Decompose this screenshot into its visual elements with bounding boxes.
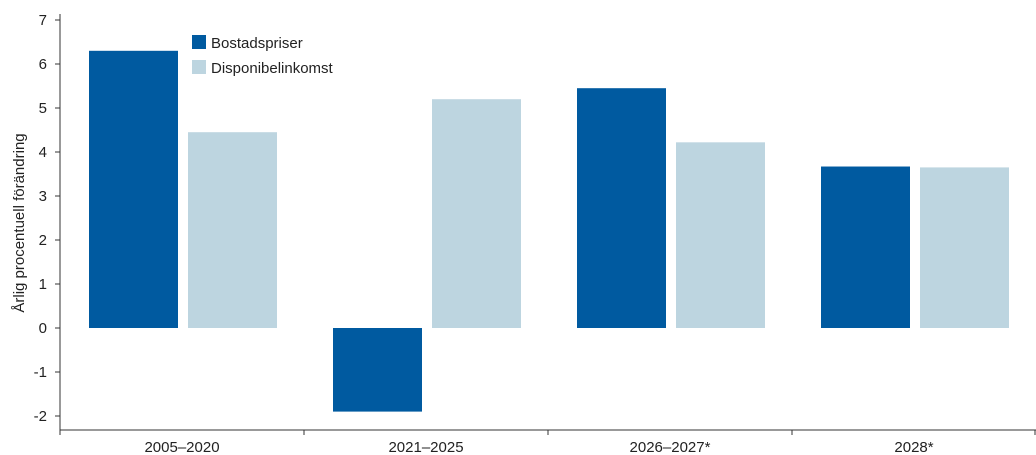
y-tick-label: 1 (39, 276, 47, 293)
x-category-label: 2021–2025 (388, 439, 463, 455)
y-tick-label: 2 (39, 232, 47, 249)
plot-area (89, 50, 1009, 412)
legend-label: Disponibelinkomst (211, 60, 334, 77)
y-axis-title: Årlig procentuell förändring (11, 133, 28, 312)
bar-bostadspriser (821, 166, 910, 328)
legend-swatch (192, 35, 206, 49)
x-category-label: 2005–2020 (144, 439, 219, 455)
x-axis-ticks: 2005–2020 2021–2025 2026–2027* 2028* (59, 430, 1036, 455)
y-tick-label: -2 (34, 408, 47, 425)
x-category-label: 2026–2027* (630, 439, 711, 455)
y-axis-ticks: -2 -1 0 1 2 3 4 5 6 7 (34, 12, 60, 425)
legend-swatch (192, 60, 206, 74)
bar-disponibelinkomst (432, 99, 521, 328)
y-tick-label: 6 (39, 56, 47, 73)
bar-bostadspriser (89, 50, 178, 329)
bar-disponibelinkomst (676, 142, 765, 328)
x-category-label: 2028* (894, 439, 933, 455)
y-tick-label: -1 (34, 364, 47, 381)
y-tick-label: 0 (39, 320, 47, 337)
legend-label: Bostadspriser (211, 35, 303, 52)
y-tick-label: 4 (39, 144, 47, 161)
bar-bostadspriser (333, 328, 422, 412)
bar-disponibelinkomst (920, 167, 1009, 328)
y-tick-label: 7 (39, 12, 47, 29)
bar-bostadspriser (577, 88, 666, 328)
y-tick-label: 3 (39, 188, 47, 205)
y-tick-label: 5 (39, 100, 47, 117)
bar-disponibelinkomst (188, 132, 277, 328)
legend: Bostadspriser Disponibelinkomst (192, 35, 334, 77)
